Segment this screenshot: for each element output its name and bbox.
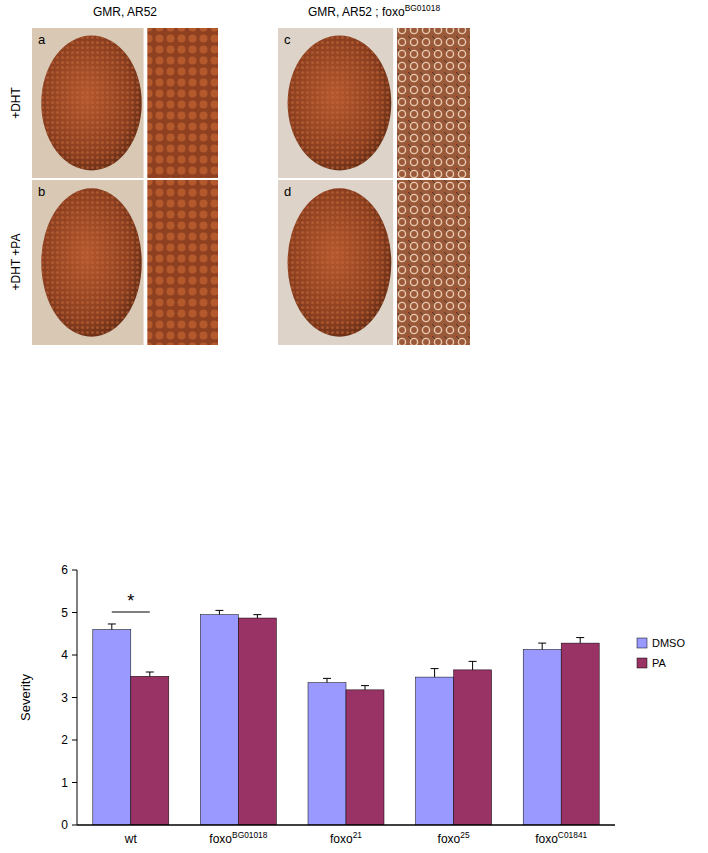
eye-texture xyxy=(288,36,392,171)
y-tick-label: 6 xyxy=(61,563,68,577)
bar xyxy=(93,630,131,826)
eye xyxy=(288,36,392,171)
legend-label: PA xyxy=(652,657,667,669)
y-axis-label: Severity xyxy=(18,674,33,721)
eye-texture xyxy=(41,36,141,171)
eye-texture xyxy=(288,188,392,337)
y-tick-label: 2 xyxy=(61,733,68,747)
legend-swatch xyxy=(637,638,647,648)
legend: DMSO PA xyxy=(637,637,685,669)
x-tick-label: foxoBG01018 xyxy=(209,830,267,846)
eye-panel: a xyxy=(32,28,218,178)
bar xyxy=(131,676,169,825)
error-bar xyxy=(323,678,331,682)
error-bar xyxy=(215,610,223,614)
eye-panel: c xyxy=(278,28,470,178)
significance-line xyxy=(112,611,150,612)
error-stem xyxy=(434,669,435,678)
y-tick xyxy=(72,740,77,741)
bar xyxy=(346,690,384,825)
zoom-photo xyxy=(397,180,470,345)
y-tick-label: 4 xyxy=(61,648,68,662)
error-bar xyxy=(431,669,439,678)
bar xyxy=(523,649,561,825)
error-bar xyxy=(146,672,154,676)
error-stem xyxy=(327,678,328,682)
error-stem xyxy=(542,643,543,649)
panel-letter: c xyxy=(284,32,291,47)
chart: 0 1 2 3 4 5 6 Severity wt foxoBG01018 foxo21 foxo25… xyxy=(18,563,685,846)
bar xyxy=(238,618,276,825)
error-cap xyxy=(469,661,477,662)
zoom-photo xyxy=(147,28,218,178)
panel-letter: d xyxy=(284,184,291,199)
eye-texture xyxy=(41,188,141,337)
bar xyxy=(416,677,454,825)
row-label: +DHT xyxy=(9,86,23,118)
y-axis xyxy=(77,570,78,825)
panel-letter: a xyxy=(38,32,46,47)
zoom-photo xyxy=(147,180,218,345)
column-title: GMR, AR52 ; foxoBG01018 xyxy=(308,3,440,19)
x-tick-label: foxoC01841 xyxy=(535,830,587,846)
row-label: +DHT +PA xyxy=(9,234,23,291)
error-bar xyxy=(469,661,477,670)
x-tick-label: foxo21 xyxy=(330,830,362,846)
photo-bg xyxy=(32,28,144,178)
error-stem xyxy=(472,661,473,670)
eye xyxy=(41,188,141,337)
eye xyxy=(288,188,392,337)
y-tick xyxy=(72,782,77,783)
error-bar xyxy=(538,643,546,649)
panel-letter: b xyxy=(38,184,45,199)
photo-bg xyxy=(278,180,393,345)
legend-swatch xyxy=(637,658,647,668)
bar xyxy=(454,670,492,825)
error-cap xyxy=(108,623,116,624)
y-tick xyxy=(72,612,77,613)
error-cap xyxy=(215,610,223,611)
error-cap xyxy=(576,637,584,638)
error-cap xyxy=(146,672,154,673)
error-stem xyxy=(365,686,366,690)
y-tick xyxy=(72,697,77,698)
error-bar xyxy=(361,686,369,690)
error-cap xyxy=(323,678,331,679)
zoom-photo xyxy=(397,28,470,178)
y-tick-label: 1 xyxy=(61,776,68,790)
legend-label: DMSO xyxy=(652,637,685,649)
bar xyxy=(561,643,599,825)
column-title: GMR, AR52 xyxy=(93,5,157,19)
x-tick-label: foxo25 xyxy=(438,830,470,846)
y-tick xyxy=(72,570,77,571)
eye-panel: b xyxy=(32,180,218,345)
error-cap xyxy=(431,668,439,669)
eye xyxy=(41,36,141,171)
y-tick-label: 0 xyxy=(61,818,68,832)
error-cap xyxy=(361,685,369,686)
eye-panel: d xyxy=(278,180,470,345)
error-stem xyxy=(580,638,581,644)
bar xyxy=(200,615,238,825)
error-stem xyxy=(149,672,150,676)
photo-bg xyxy=(32,180,144,345)
error-bar xyxy=(576,638,584,644)
error-stem xyxy=(257,615,258,618)
error-cap xyxy=(253,614,261,615)
y-tick xyxy=(72,825,77,826)
y-tick-label: 3 xyxy=(61,691,68,705)
bars xyxy=(93,610,599,825)
error-bar xyxy=(108,624,116,630)
annotation: * xyxy=(127,591,134,611)
bar xyxy=(308,683,346,825)
y-tick-label: 5 xyxy=(61,606,68,620)
error-bar xyxy=(253,615,261,618)
error-stem xyxy=(219,610,220,614)
error-cap xyxy=(538,643,546,644)
y-tick xyxy=(72,655,77,656)
x-axis xyxy=(77,824,615,826)
photo-bg xyxy=(278,28,393,178)
x-tick-label: wt xyxy=(124,832,138,846)
error-stem xyxy=(111,624,112,630)
